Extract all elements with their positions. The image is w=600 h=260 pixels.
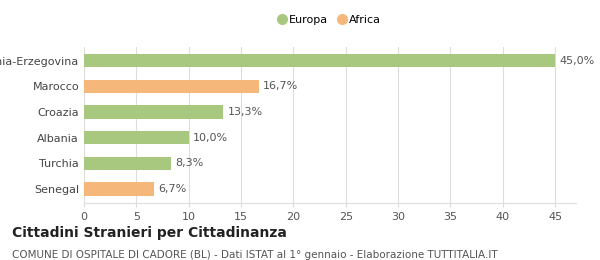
Text: COMUNE DI OSPITALE DI CADORE (BL) - Dati ISTAT al 1° gennaio - Elaborazione TUTT: COMUNE DI OSPITALE DI CADORE (BL) - Dati…: [12, 250, 497, 259]
Legend: Europa, Africa: Europa, Africa: [275, 11, 385, 29]
Bar: [84, 157, 171, 170]
Text: Cittadini Stranieri per Cittadinanza: Cittadini Stranieri per Cittadinanza: [12, 226, 287, 240]
Text: 10,0%: 10,0%: [193, 133, 228, 143]
Text: 16,7%: 16,7%: [263, 81, 298, 91]
Bar: [84, 182, 154, 196]
Text: 45,0%: 45,0%: [559, 56, 595, 66]
Bar: [84, 131, 188, 144]
Text: 13,3%: 13,3%: [227, 107, 263, 117]
Text: 6,7%: 6,7%: [158, 184, 187, 194]
Bar: [84, 80, 259, 93]
Bar: [84, 105, 223, 119]
Text: 8,3%: 8,3%: [175, 158, 203, 168]
Bar: [84, 54, 555, 67]
